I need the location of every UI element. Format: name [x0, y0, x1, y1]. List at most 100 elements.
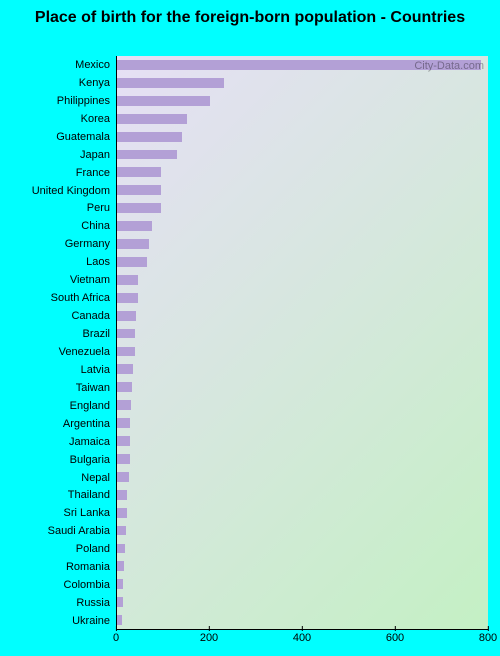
y-label: Russia	[10, 594, 116, 612]
bar	[117, 132, 182, 142]
bar	[117, 490, 127, 500]
y-axis-labels: MexicoKenyaPhilippinesKoreaGuatemalaJapa…	[10, 56, 116, 630]
bar-row	[117, 557, 488, 575]
bar-row	[117, 110, 488, 128]
bar	[117, 382, 132, 392]
y-label: Brazil	[10, 325, 116, 343]
watermark: City-Data.com	[414, 60, 484, 72]
bar	[117, 293, 138, 303]
y-label: Bulgaria	[10, 451, 116, 469]
y-label: Vietnam	[10, 271, 116, 289]
y-label: Canada	[10, 307, 116, 325]
bar-row	[117, 539, 488, 557]
bar-row	[117, 92, 488, 110]
y-label: Saudi Arabia	[10, 522, 116, 540]
bar-row	[117, 486, 488, 504]
bar	[117, 239, 149, 249]
bar-row	[117, 504, 488, 522]
bar-row	[117, 343, 488, 361]
bar	[117, 454, 130, 464]
x-axis: 0200400600800	[116, 632, 488, 650]
bar	[117, 436, 130, 446]
y-label: Taiwan	[10, 379, 116, 397]
y-label: England	[10, 397, 116, 415]
y-label: Ukraine	[10, 612, 116, 630]
bar-row	[117, 217, 488, 235]
bar	[117, 275, 138, 285]
bar	[117, 597, 123, 607]
bar-row	[117, 360, 488, 378]
y-label: France	[10, 164, 116, 182]
y-label: Nepal	[10, 469, 116, 487]
x-tick: 0	[113, 632, 119, 644]
y-label: Latvia	[10, 361, 116, 379]
y-label: Korea	[10, 110, 116, 128]
y-label: Mexico	[10, 56, 116, 74]
bar	[117, 185, 161, 195]
bar	[117, 203, 161, 213]
y-label: Guatemala	[10, 128, 116, 146]
bar	[117, 114, 187, 124]
bar-row	[117, 450, 488, 468]
bar	[117, 579, 123, 589]
bars-container	[117, 56, 488, 629]
chart-area: MexicoKenyaPhilippinesKoreaGuatemalaJapa…	[10, 56, 488, 630]
bar	[117, 96, 210, 106]
bar	[117, 311, 136, 321]
x-tick: 800	[479, 632, 497, 644]
bar	[117, 347, 135, 357]
bar	[117, 472, 129, 482]
y-label: China	[10, 217, 116, 235]
bar-row	[117, 593, 488, 611]
y-label: Germany	[10, 235, 116, 253]
bar	[117, 400, 131, 410]
y-label: Laos	[10, 253, 116, 271]
bar	[117, 221, 152, 231]
bar	[117, 561, 124, 571]
x-tick: 600	[386, 632, 404, 644]
bar	[117, 329, 135, 339]
y-label: Poland	[10, 540, 116, 558]
bar-row	[117, 235, 488, 253]
bar	[117, 257, 147, 267]
bar	[117, 364, 133, 374]
bar	[117, 544, 125, 554]
bar-row	[117, 146, 488, 164]
bar-row	[117, 253, 488, 271]
y-label: Jamaica	[10, 433, 116, 451]
y-label: Argentina	[10, 415, 116, 433]
y-label: Colombia	[10, 576, 116, 594]
bar-row	[117, 432, 488, 450]
bar	[117, 418, 130, 428]
bar-row	[117, 414, 488, 432]
bar-row	[117, 128, 488, 146]
bar-row	[117, 325, 488, 343]
bar	[117, 167, 161, 177]
y-label: Philippines	[10, 92, 116, 110]
y-label: Peru	[10, 200, 116, 218]
bar	[117, 150, 177, 160]
bar	[117, 78, 224, 88]
bar-row	[117, 575, 488, 593]
bar-row	[117, 522, 488, 540]
y-label: United Kingdom	[10, 182, 116, 200]
bar-row	[117, 378, 488, 396]
x-tick: 400	[293, 632, 311, 644]
bar	[117, 508, 127, 518]
y-label: Thailand	[10, 487, 116, 505]
y-label: Venezuela	[10, 343, 116, 361]
plot-area	[116, 56, 488, 630]
bar-row	[117, 163, 488, 181]
y-label: South Africa	[10, 289, 116, 307]
chart-title: Place of birth for the foreign-born popu…	[0, 0, 500, 32]
bar	[117, 526, 126, 536]
bar	[117, 615, 122, 625]
bar-row	[117, 74, 488, 92]
y-label: Romania	[10, 558, 116, 576]
bar-row	[117, 289, 488, 307]
bar-row	[117, 307, 488, 325]
y-label: Kenya	[10, 74, 116, 92]
bar-row	[117, 199, 488, 217]
bar-row	[117, 271, 488, 289]
y-label: Japan	[10, 146, 116, 164]
